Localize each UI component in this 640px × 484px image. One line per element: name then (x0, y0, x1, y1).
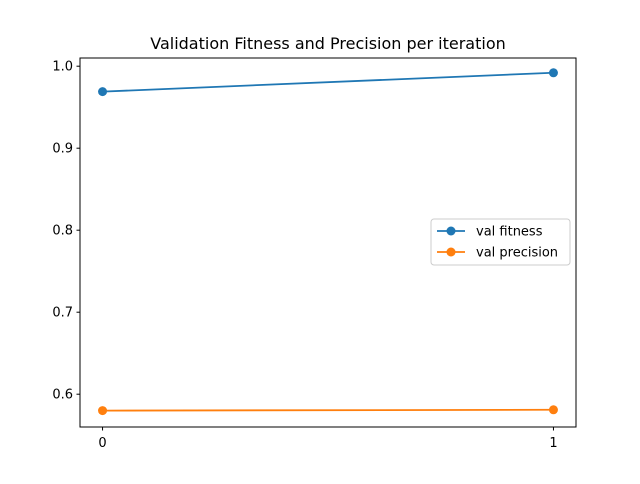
y-tick-label: 0.9 (52, 142, 73, 157)
series-line-val-fitness (102, 71, 554, 93)
data-point-val-fitness (548, 68, 558, 78)
series-line-val-precision (102, 408, 554, 412)
data-point-val-precision (98, 406, 108, 416)
y-tick-label: 0.8 (52, 224, 73, 239)
legend-label-val-fitness: val fitness (476, 225, 543, 240)
chart-title: Validation Fitness and Precision per ite… (150, 34, 506, 53)
legend-swatch-marker-val-precision (446, 247, 456, 257)
data-point-val-precision (548, 405, 558, 415)
legend-label-val-precision: val precision (476, 246, 558, 261)
data-point-val-fitness (98, 87, 108, 97)
x-tick-label: 0 (98, 436, 106, 451)
legend-swatch-marker-val-fitness (446, 226, 456, 236)
legend: val fitness val precision (430, 218, 571, 266)
plot-frame (79, 57, 577, 428)
series-layer (98, 68, 558, 416)
y-tick-label: 1.0 (52, 60, 73, 75)
y-tick-label: 0.6 (52, 388, 73, 403)
x-tick-label: 1 (549, 436, 557, 451)
legend-box (430, 218, 571, 266)
y-axis: 0.6 0.7 0.8 0.9 1.0 (52, 60, 80, 403)
y-tick-label: 0.7 (52, 306, 73, 321)
